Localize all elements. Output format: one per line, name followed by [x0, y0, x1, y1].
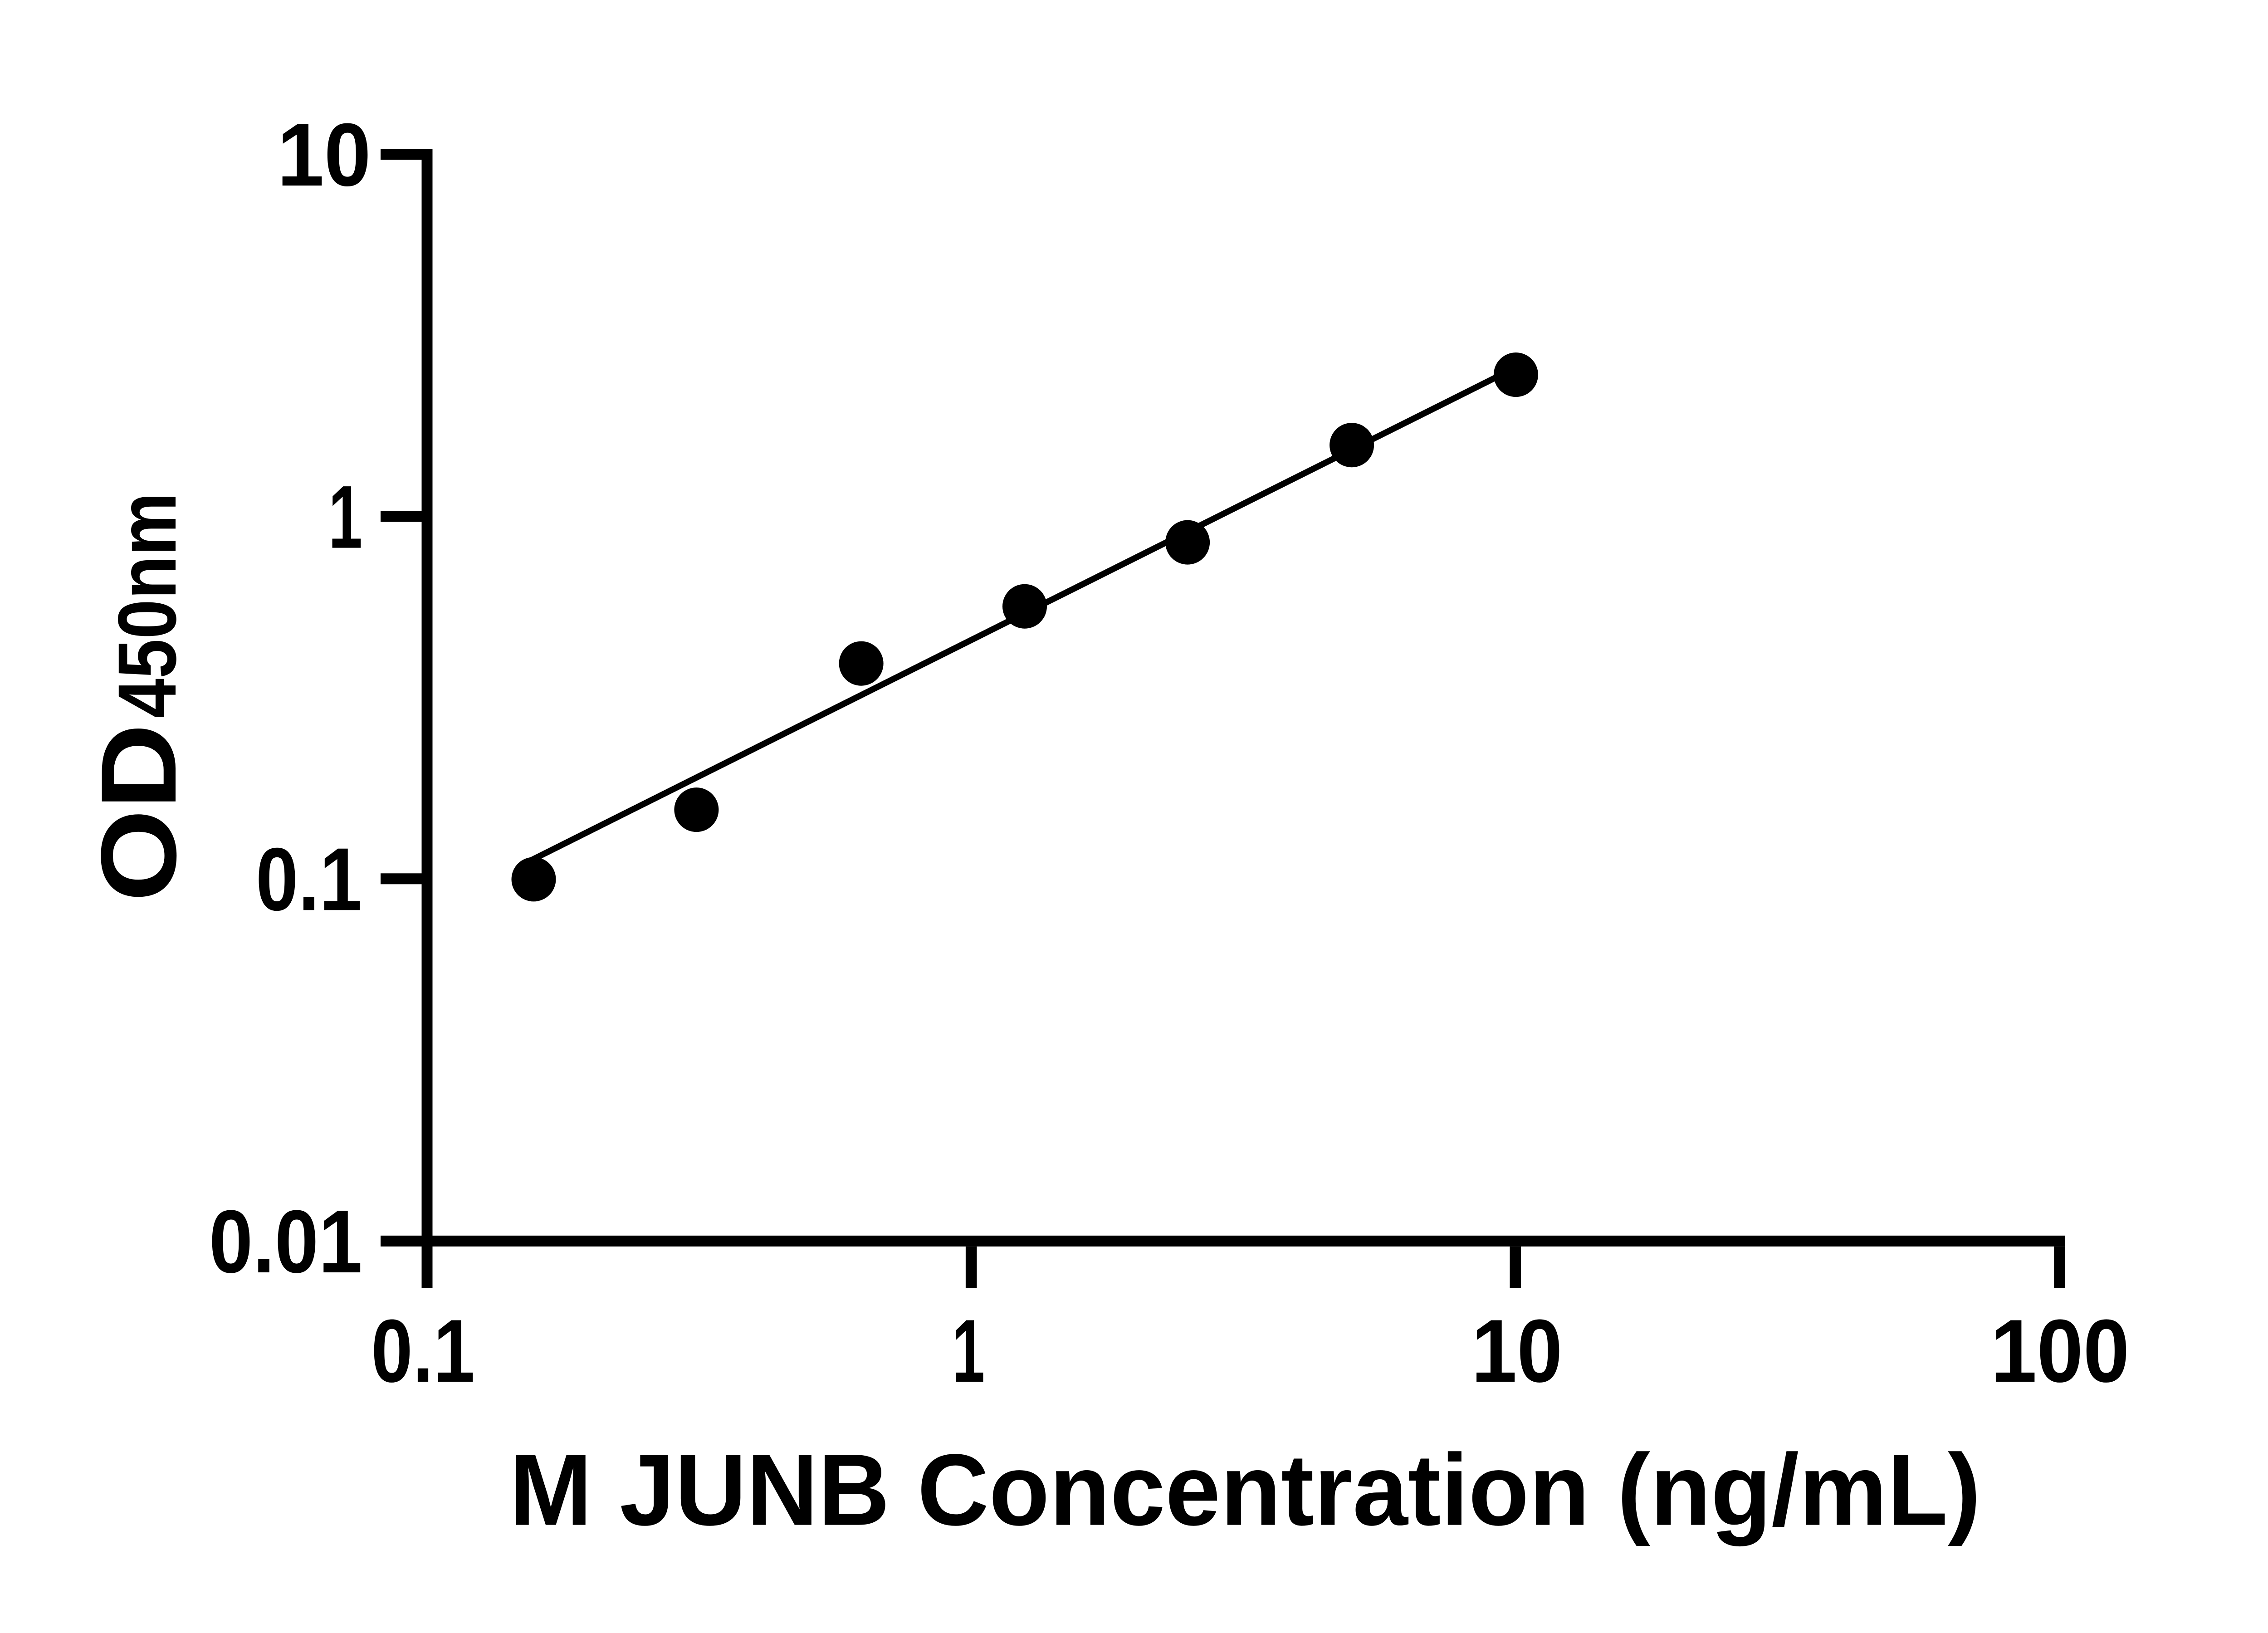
svg-text:0.1: 0.1 — [371, 1301, 475, 1401]
svg-text:0.1: 0.1 — [256, 829, 362, 929]
svg-text:M JUNB Concentration (ng/mL): M JUNB Concentration (ng/mL) — [509, 1433, 1981, 1546]
svg-text:1: 1 — [952, 1301, 985, 1401]
svg-text:0.01: 0.01 — [209, 1192, 362, 1292]
svg-text:10: 10 — [277, 105, 371, 205]
svg-text:OD: OD — [78, 724, 198, 902]
svg-text:10: 10 — [1471, 1301, 1563, 1401]
svg-text:450nm: 450nm — [101, 493, 193, 719]
svg-text:1: 1 — [328, 467, 362, 567]
svg-text:100: 100 — [1990, 1301, 2129, 1401]
